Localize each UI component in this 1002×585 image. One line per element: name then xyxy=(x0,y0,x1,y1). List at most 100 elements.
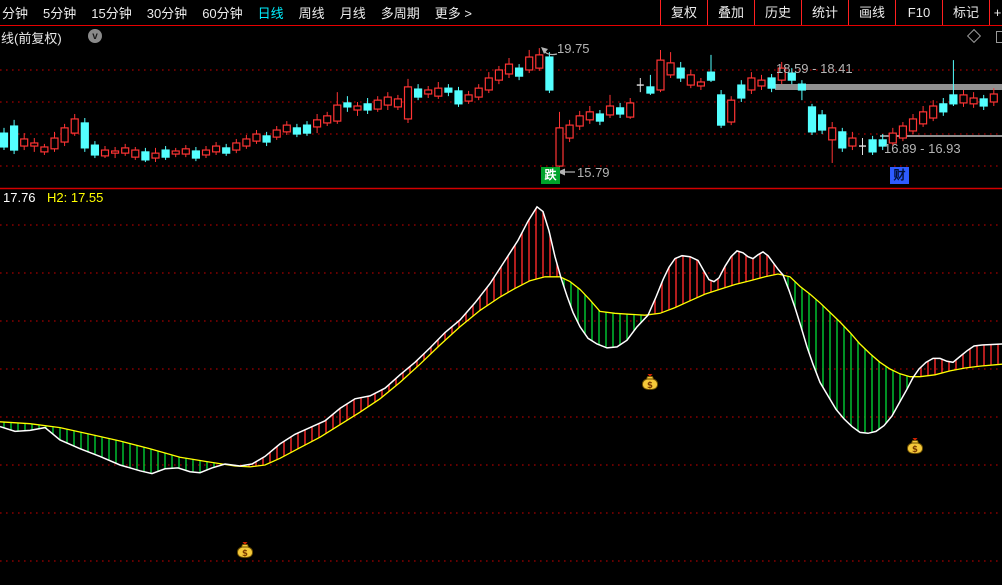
candle-body xyxy=(797,83,807,91)
indicator-h2-value: H2: 17.55 xyxy=(47,190,104,205)
candle-body xyxy=(161,149,170,158)
candle-body xyxy=(181,148,190,155)
tab-5min[interactable]: 5分钟 xyxy=(43,6,77,21)
button-fuquan[interactable]: 复权 xyxy=(660,0,707,25)
candle-body xyxy=(575,115,584,127)
range-marker-bar xyxy=(775,84,1002,90)
tab-weekly[interactable]: 周线 xyxy=(298,6,325,21)
candle-body xyxy=(918,111,928,125)
range-marker-bar xyxy=(880,135,1002,137)
svg-text:$: $ xyxy=(647,381,653,391)
candle-body xyxy=(989,93,998,103)
candle-body xyxy=(525,56,534,71)
money-bag-icon: $ xyxy=(641,374,659,391)
candle-body xyxy=(898,125,908,139)
candle-body xyxy=(110,150,120,154)
tab-monthly[interactable]: 月线 xyxy=(339,6,366,21)
candle-body xyxy=(535,54,544,69)
candle-body xyxy=(313,119,322,128)
tab-daily[interactable]: 日线 xyxy=(257,6,284,21)
candle-body xyxy=(70,118,79,134)
button-lishi[interactable]: 历史 xyxy=(754,0,801,25)
annotation-low-price: 15.79 xyxy=(577,165,610,180)
candle-body xyxy=(888,132,897,144)
candle-body xyxy=(969,97,978,105)
candle-body xyxy=(838,131,847,149)
candle-body xyxy=(747,77,756,91)
partial-box-icon[interactable] xyxy=(996,31,1002,43)
candle-body xyxy=(807,106,817,133)
candle-body xyxy=(353,105,362,111)
candle-body xyxy=(40,146,49,153)
candle-body xyxy=(696,81,706,87)
candle-body xyxy=(282,124,291,133)
button-overflow[interactable]: + xyxy=(989,0,1002,25)
candle-body xyxy=(615,107,625,115)
candle-body xyxy=(676,67,685,79)
candle-body xyxy=(737,84,746,99)
annotation-range-top: 18.59 - 18.41 xyxy=(776,61,853,76)
candle-body xyxy=(585,111,594,121)
candle-body xyxy=(90,144,100,156)
button-tongji[interactable]: 统计 xyxy=(801,0,848,25)
button-biaoji[interactable]: 标记 xyxy=(942,0,989,25)
candle-body xyxy=(514,67,524,77)
candle-body xyxy=(504,63,514,75)
candle-body xyxy=(363,103,372,111)
candle-body xyxy=(232,142,241,151)
wealth-badge[interactable]: 财 xyxy=(890,167,909,184)
tab-30min[interactable]: 30分钟 xyxy=(146,6,188,21)
candle-body xyxy=(424,89,433,95)
candle-body xyxy=(373,99,382,110)
annotation-high-price: 19.75 xyxy=(557,41,590,56)
candle-body xyxy=(494,69,503,81)
candle-body xyxy=(868,139,877,153)
tab-15min[interactable]: 15分钟 xyxy=(91,6,132,21)
tab-multi-period[interactable]: 多周期 xyxy=(380,6,420,21)
button-f10[interactable]: F10 xyxy=(895,0,942,25)
toolbar: 分钟 5分钟 15分钟 30分钟 60分钟 日线 周线 月线 多周期 更多 > 复权 叠加 历史 统计画… xyxy=(0,0,1002,26)
button-diejia[interactable]: 叠加 xyxy=(707,0,754,25)
button-huaxian[interactable]: 画线 xyxy=(848,0,895,25)
candle-body xyxy=(908,118,918,132)
candle-body xyxy=(979,98,988,107)
candle-body xyxy=(949,94,958,105)
money-bag-icon: $ xyxy=(236,542,254,559)
candle-body xyxy=(716,94,726,126)
candle-body xyxy=(848,137,857,147)
candle-body xyxy=(646,86,655,94)
candle-body xyxy=(626,102,635,118)
candle-body xyxy=(201,149,211,156)
svg-text:$: $ xyxy=(242,549,248,559)
high-arrow-head xyxy=(541,47,548,54)
candle-body xyxy=(414,88,423,98)
chevron-down-icon[interactable]: v xyxy=(88,29,102,43)
candle-body xyxy=(222,147,231,154)
candle-body xyxy=(30,142,39,147)
candle-body xyxy=(484,77,493,91)
candle-body xyxy=(565,124,574,139)
tab-60min[interactable]: 60分钟 xyxy=(202,6,243,21)
tab-more[interactable]: 更多 > xyxy=(434,6,472,21)
candle-body xyxy=(767,77,776,89)
candle-body xyxy=(151,152,160,159)
toolbar-buttons: 复权 叠加 历史 统计 画线 F10 标记 + xyxy=(660,0,1002,25)
candle-body xyxy=(383,96,392,106)
candle-body xyxy=(454,90,463,105)
candle-body xyxy=(595,113,605,122)
candle-body xyxy=(50,137,59,150)
candle-body xyxy=(727,99,736,123)
candle-body xyxy=(403,86,413,120)
candle-body xyxy=(545,56,554,91)
candle-body xyxy=(464,94,473,102)
candle-body xyxy=(60,127,69,143)
candle-body xyxy=(777,67,786,81)
fall-badge[interactable]: 跌 xyxy=(541,167,560,184)
candle-body xyxy=(20,138,29,147)
candle-body xyxy=(292,127,301,135)
candle-body xyxy=(828,127,837,141)
tab-1min[interactable]: 分钟 xyxy=(2,6,29,21)
candle-body xyxy=(0,132,9,148)
